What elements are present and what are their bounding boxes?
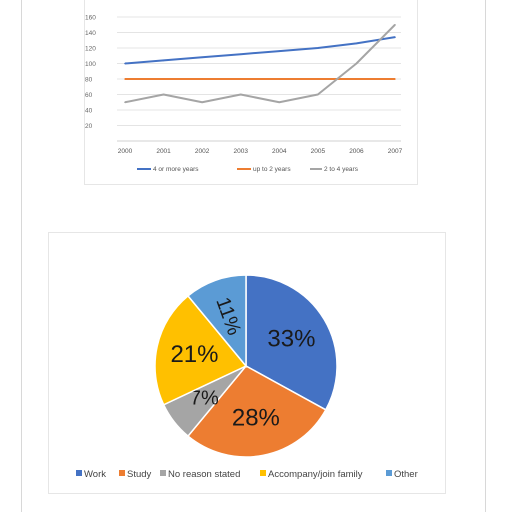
data-point: [124, 101, 126, 104]
data-point: [317, 78, 319, 80]
data-point: [278, 50, 281, 52]
data-point: [278, 78, 281, 80]
x-tick-label: 2002: [195, 148, 210, 155]
data-point: [162, 78, 165, 80]
data-point: [394, 36, 396, 38]
data-point: [201, 78, 203, 80]
data-point: [355, 62, 358, 65]
y-tick-label: 80: [85, 77, 93, 84]
data-label: 7%: [190, 387, 219, 409]
legend-label: 4 or more years: [153, 166, 199, 173]
x-tick-label: 2001: [156, 148, 171, 155]
legend-swatch: [160, 470, 166, 476]
data-point: [124, 78, 126, 80]
data-point: [355, 42, 358, 45]
x-tick-label: 2006: [349, 148, 364, 155]
pie-chart: 33%28%7%21%11%Work Study No reason stated A…: [76, 274, 418, 480]
legend-label: up to 2 years: [253, 166, 291, 173]
pie-slice: [245, 274, 338, 411]
x-tick-label: 2005: [311, 148, 326, 155]
legend-label: Work: [84, 469, 106, 480]
pie-chart-panel: 33% 28% 7% 21% 11% Work Study No reason stated A…: [48, 232, 446, 494]
data-point: [239, 53, 242, 55]
data-label: 21%: [170, 341, 218, 368]
data-point: [394, 23, 396, 26]
frame-border-left: [21, 0, 22, 512]
data-point: [239, 93, 242, 96]
data-point: [124, 62, 126, 65]
y-tick-label: 60: [85, 92, 93, 99]
legend-swatch: [76, 470, 82, 476]
data-point: [317, 93, 319, 96]
y-tick-label: 140: [85, 30, 96, 37]
y-tick-label: 120: [85, 46, 96, 53]
legend-swatch: [386, 470, 392, 476]
data-point: [162, 59, 165, 62]
series-line-0: [124, 36, 396, 65]
x-tick-label: 2003: [233, 148, 248, 155]
data-label: 28%: [232, 404, 280, 431]
data-point: [355, 78, 358, 80]
line-chart: 20 40 60 80 100 120 140 160 2000 2001 2002 2003 2004…: [85, 15, 403, 174]
x-tick-label: 2004: [272, 148, 287, 155]
pie-slice: [186, 365, 327, 458]
x-tick-label: 2000: [118, 148, 133, 155]
legend-label: Study: [127, 469, 152, 480]
x-tick-label: 2007: [388, 148, 403, 155]
data-point: [278, 101, 281, 104]
data-point: [239, 78, 242, 80]
legend-swatch: [119, 470, 125, 476]
data-point: [162, 93, 165, 96]
y-tick-label: 20: [85, 123, 93, 130]
data-point: [317, 47, 319, 49]
legend-label: Other: [394, 469, 418, 480]
pie-slice: [154, 294, 248, 406]
legend-label: 2 to 4 years: [324, 166, 359, 173]
y-tick-label: 40: [85, 108, 93, 115]
data-point: [201, 56, 203, 59]
data-point: [201, 101, 203, 104]
line-chart-panel: 20 40 60 80 100 120 140 160 2000 2001 2002 2003 2004…: [84, 0, 418, 185]
data-label: 33%: [267, 326, 315, 353]
frame-border-right: [485, 0, 486, 512]
pie-slice: [186, 274, 247, 369]
y-tick-label: 100: [85, 61, 96, 68]
legend-swatch: [260, 470, 266, 476]
data-point: [394, 78, 396, 80]
legend-label: No reason stated: [168, 469, 240, 480]
series-line-2: [124, 24, 396, 104]
y-tick-label: 160: [85, 15, 96, 22]
legend-label: Accompany/join family: [268, 469, 363, 480]
